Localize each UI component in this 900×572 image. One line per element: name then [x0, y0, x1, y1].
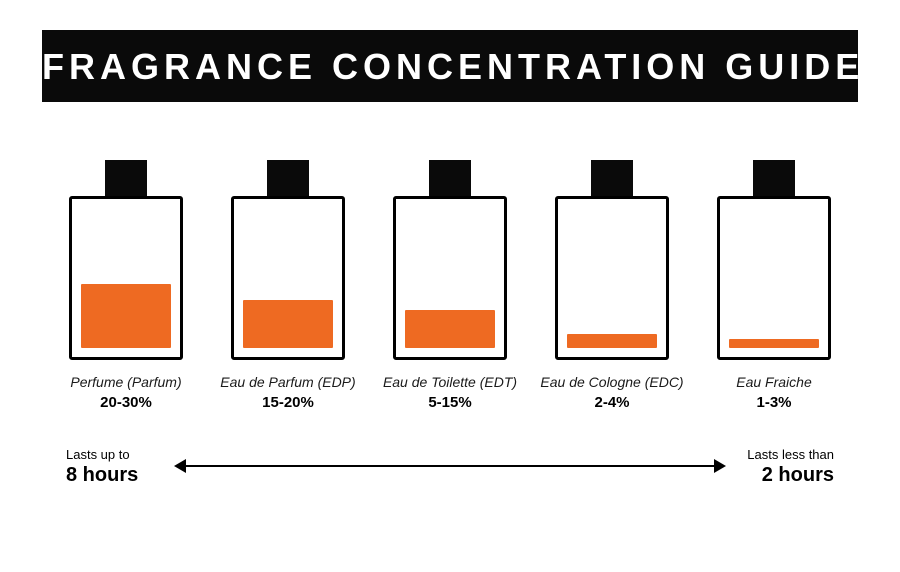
bottle-icon — [555, 160, 669, 360]
bottle-body — [231, 196, 345, 360]
bottle-cap — [105, 160, 147, 198]
bottle-cap — [591, 160, 633, 198]
fragrance-percent-label: 5-15% — [428, 394, 471, 411]
bottle-fill — [243, 300, 333, 348]
bottles-row: Perfume (Parfum) 20-30% Eau de Parfum (E… — [42, 160, 858, 411]
bottle-icon — [393, 160, 507, 360]
fragrance-percent-label: 2-4% — [594, 394, 629, 411]
title-bar: FRAGRANCE CONCENTRATION GUIDE — [42, 30, 858, 102]
fragrance-type-label: Eau de Cologne (EDC) — [540, 374, 683, 390]
bottle-fill — [81, 284, 171, 348]
bottle-col: Eau de Parfum (EDP) 15-20% — [214, 160, 362, 411]
bottle-col: Eau de Cologne (EDC) 2-4% — [538, 160, 686, 411]
page: FRAGRANCE CONCENTRATION GUIDE Perfume (P… — [0, 0, 900, 572]
bottle-cap — [429, 160, 471, 198]
fragrance-type-label: Eau de Toilette (EDT) — [383, 374, 517, 390]
bottle-body — [555, 196, 669, 360]
scale-left-small: Lasts up to — [66, 447, 138, 462]
bottle-icon — [717, 160, 831, 360]
fragrance-type-label: Eau Fraiche — [736, 374, 811, 390]
fragrance-percent-label: 1-3% — [756, 394, 791, 411]
bottle-col: Perfume (Parfum) 20-30% — [52, 160, 200, 411]
fragrance-type-label: Perfume (Parfum) — [70, 374, 181, 390]
bottle-body — [69, 196, 183, 360]
bottle-fill — [567, 334, 657, 348]
bottle-fill — [729, 339, 819, 348]
bottle-cap — [267, 160, 309, 198]
fragrance-type-label: Eau de Parfum (EDP) — [220, 374, 355, 390]
bottle-body — [393, 196, 507, 360]
bottle-fill — [405, 310, 495, 348]
bottle-icon — [231, 160, 345, 360]
scale-left-big: 8 hours — [66, 464, 138, 487]
fragrance-percent-label: 20-30% — [100, 394, 152, 411]
bottle-body — [717, 196, 831, 360]
arrow-right-icon — [714, 459, 726, 473]
page-title: FRAGRANCE CONCENTRATION GUIDE — [42, 46, 858, 88]
scale-right-big: 2 hours — [747, 464, 834, 487]
scale-left-label: Lasts up to 8 hours — [66, 447, 138, 487]
bottle-col: Eau Fraiche 1-3% — [700, 160, 848, 411]
bottle-icon — [69, 160, 183, 360]
scale-line — [184, 465, 716, 467]
bottle-cap — [753, 160, 795, 198]
bottle-col: Eau de Toilette (EDT) 5-15% — [376, 160, 524, 411]
duration-scale: Lasts up to 8 hours Lasts less than 2 ho… — [66, 447, 834, 507]
fragrance-percent-label: 15-20% — [262, 394, 314, 411]
scale-right-small: Lasts less than — [747, 447, 834, 462]
scale-right-label: Lasts less than 2 hours — [747, 447, 834, 487]
